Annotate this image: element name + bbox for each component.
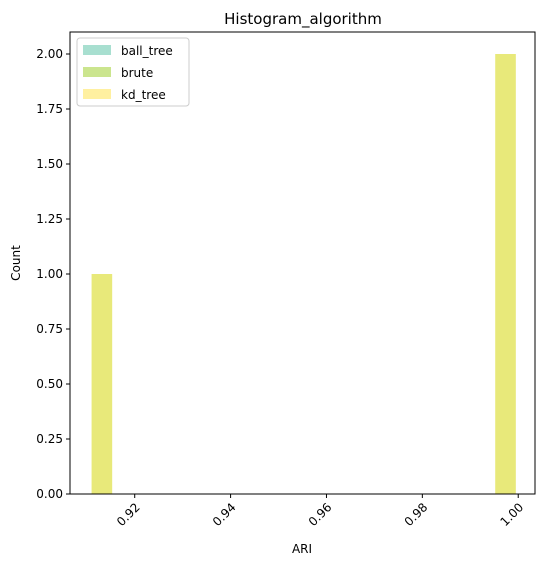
bars-group <box>91 54 516 494</box>
chart-title: Histogram_algorithm <box>224 10 382 29</box>
y-tick-label: 1.50 <box>36 157 63 171</box>
y-tick-label: 0.50 <box>36 377 63 391</box>
y-tick-label: 0.75 <box>36 322 63 336</box>
x-axis-label: ARI <box>292 542 312 556</box>
y-tick-label: 1.75 <box>36 102 63 116</box>
y-tick-label: 1.25 <box>36 212 63 226</box>
legend-label-ball_tree: ball_tree <box>121 44 173 58</box>
x-axis-ticks: 0.92 0.94 0.96 0.98 1.00 <box>114 494 526 529</box>
histogram-bar-0 <box>91 274 113 494</box>
axes-frame <box>69 31 536 495</box>
x-tick-label: 0.94 <box>210 500 239 529</box>
x-tick-label: 0.98 <box>402 500 431 529</box>
x-tick-label: 0.92 <box>114 500 143 529</box>
histogram-bar-1 <box>495 54 516 494</box>
legend-swatch-kd_tree <box>83 89 111 99</box>
legend-label-kd_tree: kd_tree <box>121 88 166 102</box>
y-tick-label: 0.25 <box>36 432 63 446</box>
legend-label-brute: brute <box>121 66 153 80</box>
legend-swatch-brute <box>83 67 111 77</box>
legend-swatch-ball_tree <box>83 45 111 55</box>
y-axis-ticks: 0.00 0.25 0.50 0.75 1.00 1.25 1.50 1.75 2.00 <box>36 47 70 501</box>
y-axis-label: Count <box>9 245 23 281</box>
x-tick-label: 1.00 <box>497 500 526 529</box>
y-tick-label: 2.00 <box>36 47 63 61</box>
y-tick-label: 1.00 <box>36 267 63 281</box>
y-tick-label: 0.00 <box>36 487 63 501</box>
x-tick-label: 0.96 <box>306 500 335 529</box>
